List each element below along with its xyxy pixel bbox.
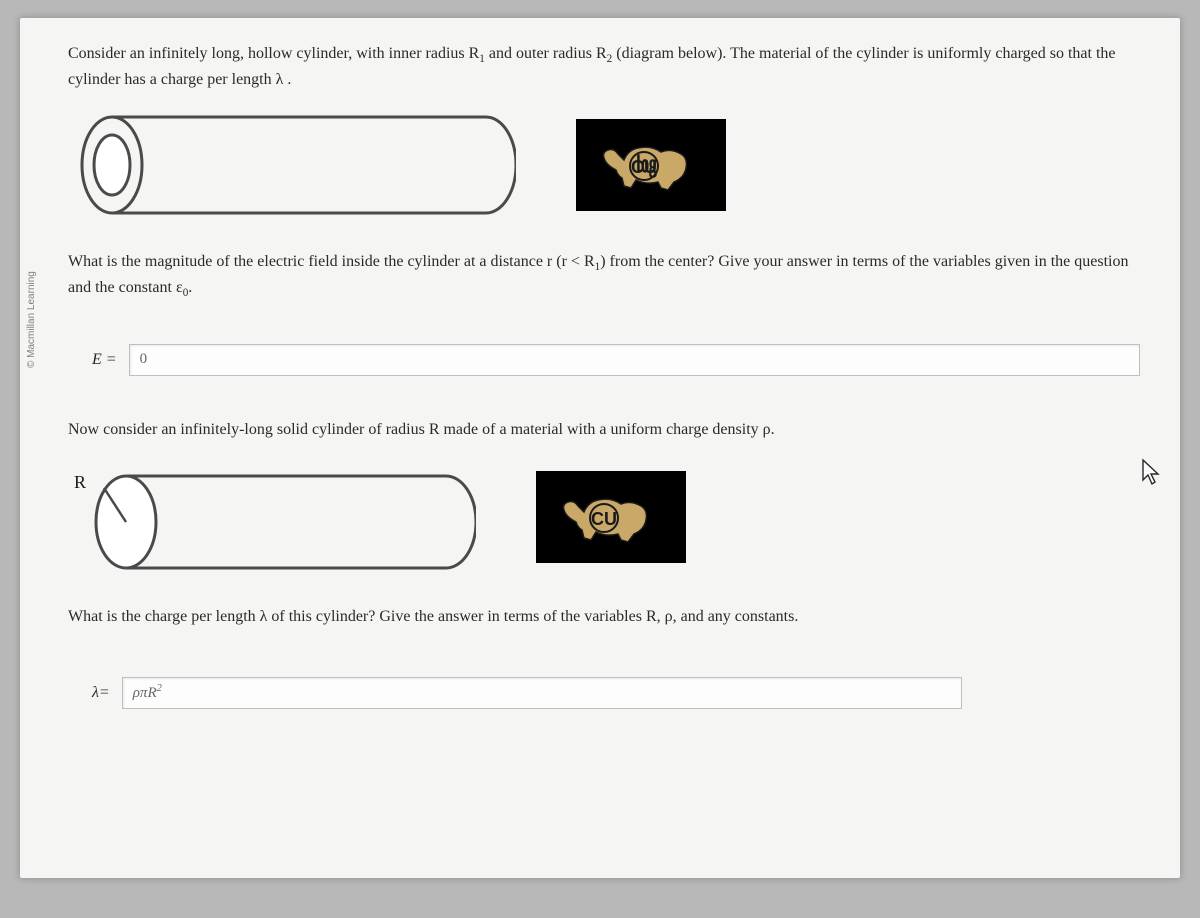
cursor-icon	[1140, 458, 1162, 486]
hollow-cylinder-diagram	[76, 110, 516, 220]
content-area: Consider an infinitely long, hollow cyli…	[20, 18, 1180, 729]
answer2-label: λ=	[92, 684, 110, 702]
buffalo-icon: ㏒ CU	[596, 130, 706, 200]
text-fragment: and outer radius R	[485, 45, 607, 62]
answer1-label: E =	[92, 351, 117, 369]
radius-R-label: R	[74, 472, 86, 493]
diagram-row-2: R CU	[76, 460, 1140, 575]
answer2-input[interactable]: ρπR2	[122, 677, 962, 709]
answer2-superscript: 2	[157, 683, 162, 694]
answer-row-2: λ= ρπR2	[92, 677, 1140, 709]
problem1-question: What is the magnitude of the electric fi…	[68, 250, 1140, 302]
problem2-intro: Now consider an infinitely-long solid cy…	[68, 418, 1140, 442]
copyright-text: © Macmillan Learning	[26, 271, 37, 368]
text-fragment: Consider an infinitely long, hollow cyli…	[68, 45, 479, 62]
svg-text:CU: CU	[591, 509, 617, 529]
problem2-question: What is the charge per length λ of this …	[68, 605, 1140, 629]
cu-logo-1: ㏒ CU	[576, 119, 726, 211]
buffalo-icon: CU	[556, 482, 666, 552]
cu-logo-2: CU	[536, 471, 686, 563]
svg-text:CU: CU	[631, 157, 657, 177]
answer-row-1: E =	[92, 344, 1140, 376]
answer2-value: ρπR	[133, 685, 157, 701]
text-fragment: .	[188, 279, 192, 296]
diagram-row-1: ㏒ CU	[76, 110, 1140, 220]
page-container: © Macmillan Learning Consider an infinit…	[20, 18, 1180, 878]
text-fragment: What is the magnitude of the electric fi…	[68, 253, 595, 270]
solid-cylinder-diagram	[76, 460, 476, 575]
problem1-intro: Consider an infinitely long, hollow cyli…	[68, 42, 1140, 92]
answer1-input[interactable]	[129, 344, 1140, 376]
